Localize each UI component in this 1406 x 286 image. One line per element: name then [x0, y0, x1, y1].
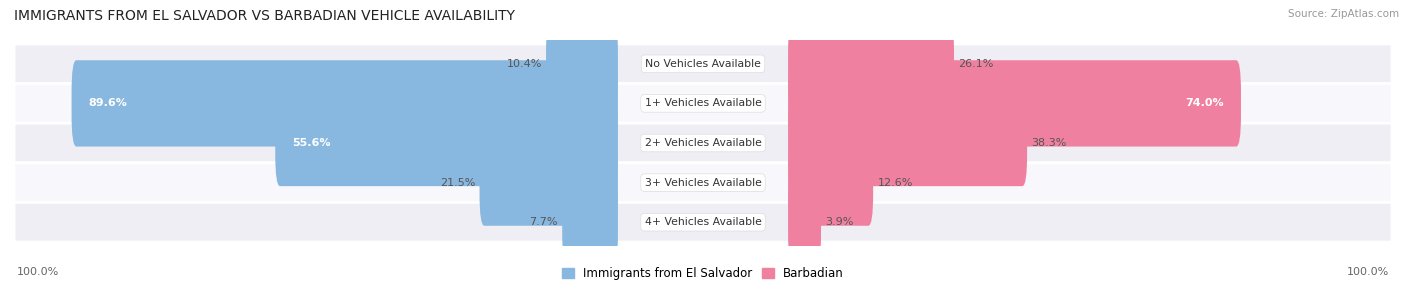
Text: IMMIGRANTS FROM EL SALVADOR VS BARBADIAN VEHICLE AVAILABILITY: IMMIGRANTS FROM EL SALVADOR VS BARBADIAN… [14, 9, 515, 23]
Text: 1+ Vehicles Available: 1+ Vehicles Available [644, 98, 762, 108]
FancyBboxPatch shape [14, 84, 1392, 123]
Text: 4+ Vehicles Available: 4+ Vehicles Available [644, 217, 762, 227]
Legend: Immigrants from El Salvador, Barbadian: Immigrants from El Salvador, Barbadian [562, 267, 844, 280]
FancyBboxPatch shape [14, 123, 1392, 163]
Text: 3+ Vehicles Available: 3+ Vehicles Available [644, 178, 762, 188]
Text: 38.3%: 38.3% [1031, 138, 1067, 148]
FancyBboxPatch shape [562, 179, 617, 265]
Text: 100.0%: 100.0% [1347, 267, 1389, 277]
FancyBboxPatch shape [789, 60, 1241, 146]
FancyBboxPatch shape [276, 100, 617, 186]
Text: 10.4%: 10.4% [506, 59, 541, 69]
Text: 100.0%: 100.0% [17, 267, 59, 277]
Text: 74.0%: 74.0% [1185, 98, 1225, 108]
Text: Source: ZipAtlas.com: Source: ZipAtlas.com [1288, 9, 1399, 19]
Text: 7.7%: 7.7% [530, 217, 558, 227]
Text: 55.6%: 55.6% [292, 138, 330, 148]
Text: 12.6%: 12.6% [877, 178, 912, 188]
Text: 21.5%: 21.5% [440, 178, 475, 188]
Text: 2+ Vehicles Available: 2+ Vehicles Available [644, 138, 762, 148]
FancyBboxPatch shape [789, 140, 873, 226]
FancyBboxPatch shape [789, 179, 821, 265]
FancyBboxPatch shape [479, 140, 617, 226]
FancyBboxPatch shape [14, 163, 1392, 202]
FancyBboxPatch shape [789, 21, 955, 107]
FancyBboxPatch shape [789, 100, 1028, 186]
FancyBboxPatch shape [14, 44, 1392, 84]
Text: 89.6%: 89.6% [89, 98, 127, 108]
FancyBboxPatch shape [14, 202, 1392, 242]
Text: No Vehicles Available: No Vehicles Available [645, 59, 761, 69]
Text: 26.1%: 26.1% [959, 59, 994, 69]
FancyBboxPatch shape [546, 21, 617, 107]
FancyBboxPatch shape [72, 60, 617, 146]
Text: 3.9%: 3.9% [825, 217, 853, 227]
